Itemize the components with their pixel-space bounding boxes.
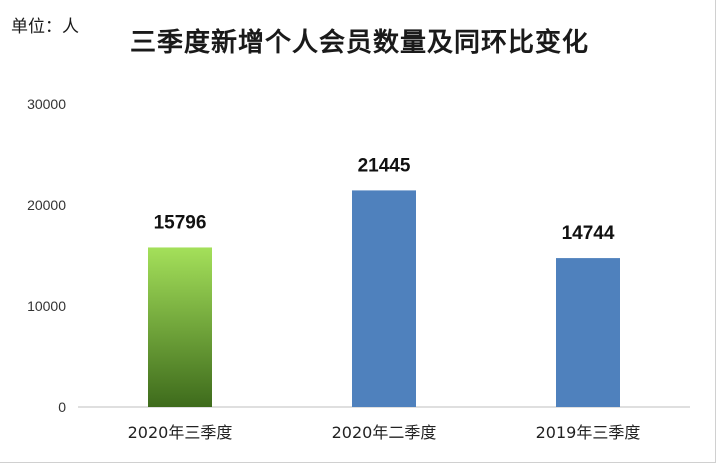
data-label: 14744 — [562, 223, 615, 244]
y-tick-label: 0 — [58, 399, 66, 415]
category-label: 2020年二季度 — [332, 423, 437, 442]
bar — [556, 258, 620, 407]
data-label: 15796 — [154, 212, 207, 233]
category-label: 2019年三季度 — [536, 423, 641, 442]
y-tick-label: 20000 — [27, 197, 66, 213]
chart-title: 三季度新增个人会员数量及同环比变化 — [130, 28, 590, 58]
bar — [148, 247, 212, 407]
unit-label: 单位：人 — [11, 17, 79, 37]
bar — [352, 190, 416, 407]
category-label: 2020年三季度 — [128, 423, 233, 442]
y-axis-ticks: 0 10000 20000 30000 — [27, 96, 66, 415]
y-tick-label: 30000 — [27, 96, 66, 112]
y-tick-label: 10000 — [27, 298, 66, 314]
data-labels: 15796 21445 14744 — [154, 155, 615, 244]
bars — [148, 190, 620, 407]
data-label: 21445 — [358, 155, 411, 176]
category-labels: 2020年三季度 2020年二季度 2019年三季度 — [128, 423, 641, 442]
